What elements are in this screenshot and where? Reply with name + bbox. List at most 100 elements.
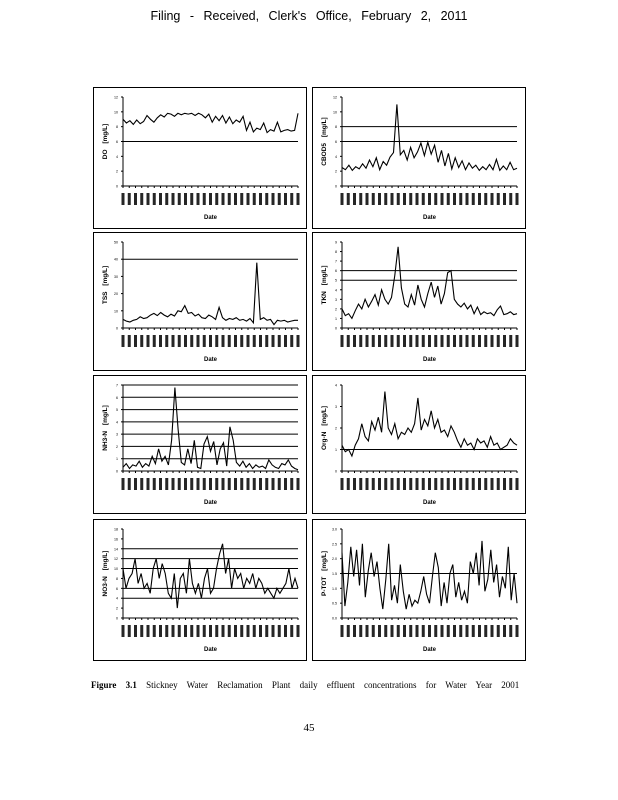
x-tick-label [271,478,275,490]
x-tick-label [152,193,156,205]
y-tick-label: 4 [116,420,118,424]
x-tick-label [465,335,469,347]
x-tick-label [296,193,300,205]
x-tick-label [453,335,456,347]
filing-header: Filing - Received, Clerk's Office, Febru… [150,9,468,23]
x-tick-label [353,625,356,637]
y-tick-label: 2 [116,445,118,449]
y-tick-label: 8 [335,250,337,254]
x-tick-label [140,335,144,347]
x-tick-label [196,625,200,637]
x-tick-label [277,193,281,205]
x-tick-label [184,625,187,637]
y-tick-label: 0 [335,470,337,474]
x-tick-label [396,193,400,205]
y-tick-label: 10 [114,567,118,571]
x-tick-label [459,193,463,205]
y-tick-label: 6 [335,269,337,273]
x-tick-label [121,193,125,205]
x-tick-label [252,335,256,347]
x-tick-label [403,478,406,490]
x-tick-label [240,478,244,490]
y-tick-label: 8 [335,125,337,129]
x-tick-label [202,193,206,205]
x-tick-label [140,193,144,205]
x-tick-label [503,193,506,205]
y-tick-label: 12 [114,96,118,100]
x-tick-label [265,193,269,205]
x-tick-label [503,335,506,347]
y-tick-label: 6 [335,140,337,144]
y-axis-label: Org-N [mg/L] [321,406,328,450]
x-tick-label [409,193,413,205]
x-tick-label [227,478,231,490]
x-tick-label [209,625,212,637]
x-axis-label: Date [204,647,218,653]
x-tick-label [390,193,394,205]
x-tick-label [240,625,244,637]
series-line [341,104,518,172]
x-tick-label [296,335,300,347]
x-tick-label [340,625,344,637]
x-tick-label [359,625,363,637]
x-tick-label [234,478,237,490]
x-tick-label [440,193,444,205]
x-tick-label [159,335,162,347]
y-tick-label: 0 [335,327,337,331]
x-tick-label [134,335,137,347]
series-line [341,391,518,458]
x-tick-label [434,335,438,347]
x-tick-label [465,625,469,637]
y-axis-label: CBOD5 [mg/L] [321,117,328,165]
x-tick-label [165,335,169,347]
y-tick-label: 3 [335,405,337,409]
x-tick-label [421,193,425,205]
x-tick-label [371,193,375,205]
y-tick-label: 0 [335,185,337,189]
x-tick-label [196,193,200,205]
y-tick-label: 40 [114,258,118,262]
x-tick-label [277,335,281,347]
y-tick-label: 2 [335,427,337,431]
x-tick-label [421,335,425,347]
x-tick-label [202,478,206,490]
x-tick-label [496,478,500,490]
x-tick-label [359,335,363,347]
x-tick-label [434,625,438,637]
x-tick-label [127,625,131,637]
x-tick-label [440,335,444,347]
x-tick-label [471,478,475,490]
x-tick-label [252,193,256,205]
x-tick-label [296,478,300,490]
x-tick-label [202,335,206,347]
x-tick-label [215,193,219,205]
x-tick-label [515,193,519,205]
x-tick-label [515,335,519,347]
x-tick-label [453,193,456,205]
y-tick-label: 4 [335,288,337,292]
x-tick-label [246,478,250,490]
x-axis-label: Date [423,647,437,653]
x-tick-label [459,478,463,490]
y-tick-label: 16 [114,537,118,541]
y-tick-label: 12 [114,557,118,561]
x-tick-label [152,625,156,637]
x-tick-label [171,193,175,205]
x-tick-label [384,193,388,205]
x-tick-label [490,478,494,490]
chart-svg: 0.0 0.5 1.0 1.5 2.0 2.5 3.0 P-TOT [mg/L] Date [321,528,519,653]
x-tick-label [234,625,237,637]
x-tick-label [509,193,513,205]
y-tick-label: 3 [335,298,337,302]
x-tick-label [184,193,187,205]
x-tick-label [152,335,156,347]
x-tick-label [177,335,181,347]
x-tick-label [409,625,413,637]
x-tick-label [509,478,513,490]
y-tick-label: 3.0 [332,528,337,532]
y-tick-label: 4 [335,384,337,388]
x-tick-label [509,335,513,347]
y-tick-label: 2.0 [332,557,337,561]
x-tick-label [171,625,175,637]
x-tick-label [340,193,344,205]
